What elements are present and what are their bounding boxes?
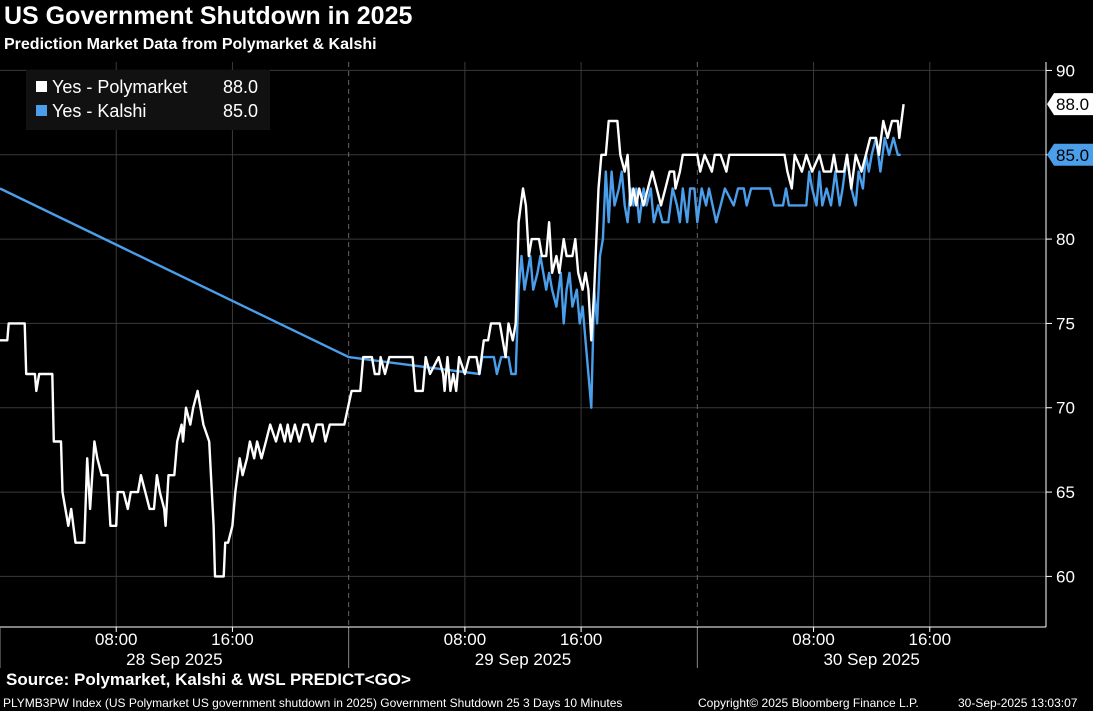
last-value-tag-label: 85.0 [1056, 146, 1089, 165]
series-lines [0, 104, 905, 578]
legend-label-kalshi: Yes - Kalshi [52, 101, 146, 121]
legend: Yes - Polymarket 88.0 Yes - Kalshi 85.0 [26, 70, 270, 130]
timestamp: 30-Sep-2025 13:03:07 [958, 696, 1078, 710]
x-day-label: 30 Sep 2025 [823, 650, 919, 669]
last-value-tag-shape [1047, 143, 1093, 166]
y-tick-label: 60 [1056, 567, 1075, 586]
x-tick-label: 16:00 [909, 630, 952, 649]
legend-value-polymarket: 88.0 [223, 77, 258, 97]
axes: 6065707580859008:0016:0008:0016:0008:001… [0, 61, 1075, 669]
y-tick-label: 70 [1056, 399, 1075, 418]
legend-swatch-kalshi [36, 105, 47, 116]
y-tick-label: 80 [1056, 230, 1075, 249]
x-tick-label: 08:00 [95, 630, 138, 649]
legend-background [26, 70, 270, 130]
last-value-tags: 88.0 85.0 [1047, 93, 1093, 166]
source-note: Source: Polymarket, Kalshi & WSL PREDICT… [6, 670, 411, 689]
y-tick-label: 75 [1056, 314, 1075, 333]
legend-swatch-polymarket [36, 81, 47, 92]
last-value-tag-label: 88.0 [1056, 95, 1089, 114]
last-value-tag-polymarket: 88.0 [1047, 93, 1093, 116]
legend-label-polymarket: Yes - Polymarket [52, 77, 187, 97]
y-tick-label: 65 [1056, 483, 1075, 502]
last-value-tag-kalshi: 85.0 [1047, 143, 1093, 166]
y-tick-label: 90 [1056, 61, 1075, 80]
index-description: PLYMB3PW Index (US Polymarket US governm… [3, 696, 623, 710]
chart-title: US Government Shutdown in 2025 [4, 2, 413, 30]
grid-lines [0, 62, 1046, 627]
chart-subtitle: Prediction Market Data from Polymarket &… [4, 36, 377, 53]
x-tick-label: 16:00 [211, 630, 254, 649]
x-tick-label: 08:00 [444, 630, 487, 649]
series-line-polymarket [0, 104, 905, 578]
series-line-kalshi [0, 136, 901, 409]
x-day-label: 29 Sep 2025 [475, 650, 571, 669]
x-tick-label: 08:00 [792, 630, 835, 649]
copyright: Copyright© 2025 Bloomberg Finance L.P. [698, 696, 919, 710]
legend-value-kalshi: 85.0 [223, 101, 258, 121]
x-day-label: 28 Sep 2025 [126, 650, 222, 669]
x-tick-label: 16:00 [560, 630, 603, 649]
last-value-tag-shape [1047, 93, 1093, 116]
